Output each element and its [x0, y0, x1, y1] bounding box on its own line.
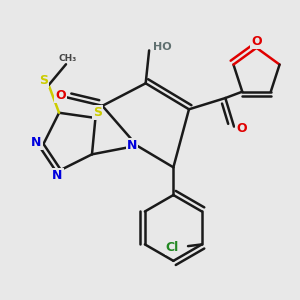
Text: N: N: [52, 169, 62, 182]
Text: N: N: [127, 139, 137, 152]
Text: Cl: Cl: [166, 242, 179, 254]
Text: CH₃: CH₃: [58, 54, 77, 63]
Text: O: O: [236, 122, 247, 135]
Text: O: O: [251, 35, 262, 48]
Text: HO: HO: [153, 42, 171, 52]
Text: N: N: [32, 136, 42, 149]
Text: S: S: [93, 106, 102, 119]
Text: O: O: [56, 89, 66, 102]
Text: S: S: [39, 74, 48, 87]
